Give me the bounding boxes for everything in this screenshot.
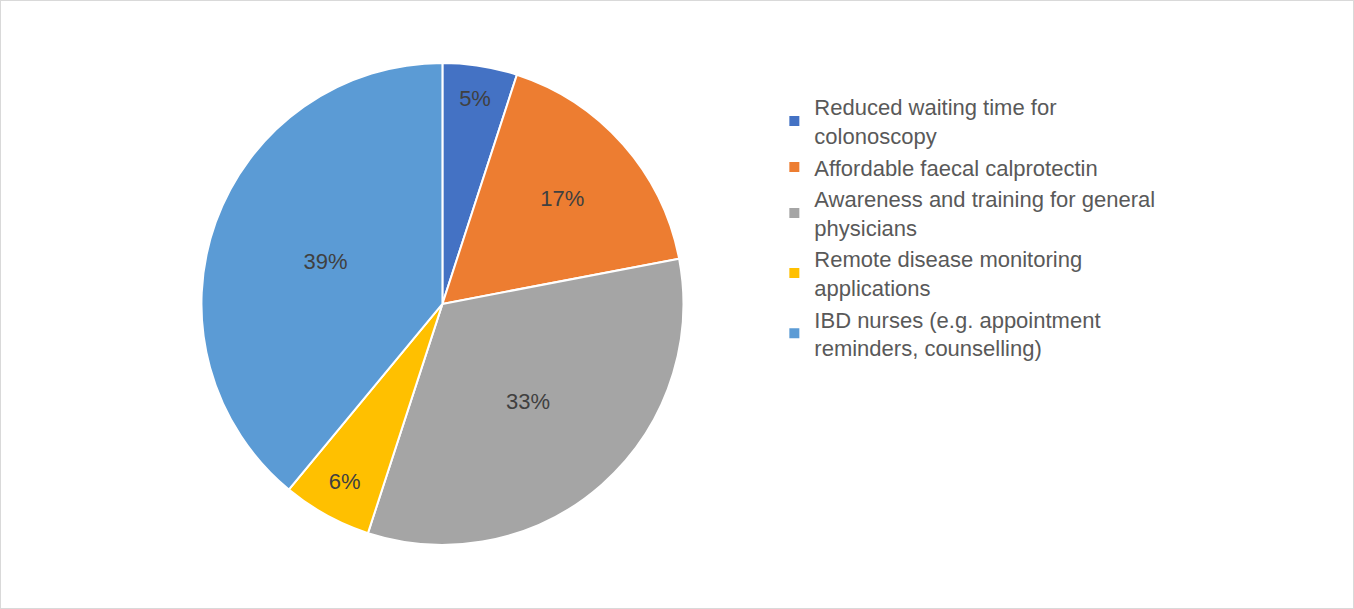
svg-text:Affordable faecal calprotectin: Affordable faecal calprotectin xyxy=(814,156,1097,181)
svg-text:Awareness and training for gen: Awareness and training for generalphysic… xyxy=(814,187,1155,241)
svg-text:Remote disease monitoringappli: Remote disease monitoringapplications xyxy=(814,247,1082,301)
svg-text:IBD nurses (e.g. appointmentre: IBD nurses (e.g. appointmentreminders, c… xyxy=(814,308,1100,362)
svg-text:17%: 17% xyxy=(540,186,584,211)
svg-text:6%: 6% xyxy=(329,469,361,494)
svg-text:33%: 33% xyxy=(506,389,550,414)
svg-text:5%: 5% xyxy=(459,86,491,111)
svg-text:39%: 39% xyxy=(304,249,348,274)
svg-text:Reduced waiting time forcolono: Reduced waiting time forcolonoscopy xyxy=(814,95,1056,149)
